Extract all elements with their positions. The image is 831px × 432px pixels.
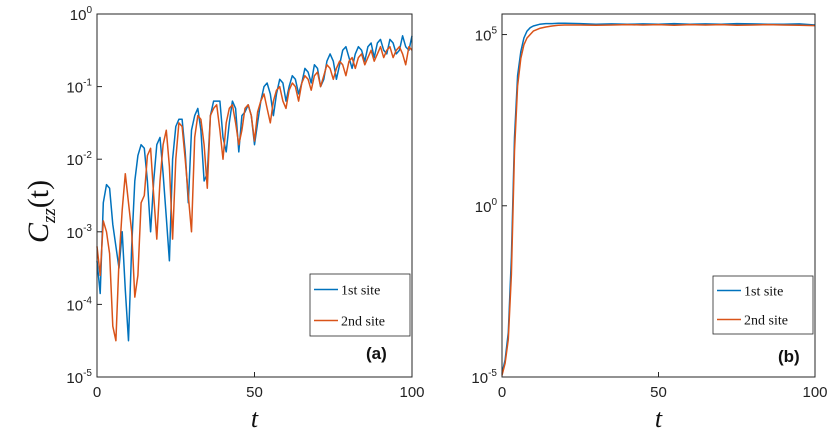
panel-b-legend: 1st site 2nd site — [712, 275, 814, 335]
x-tick-label: 100 — [399, 384, 424, 401]
series-line-2 — [501, 23, 816, 376]
panel-b-legend-label-1: 1st site — [744, 285, 783, 300]
y-tick-label: 10-3 — [66, 223, 92, 242]
series-line-2 — [96, 45, 413, 342]
panel-a-ticks: 0 50 100 10-5 10-4 10-3 10-2 10-1 100 — [66, 5, 424, 401]
x-tick-label: 0 — [93, 384, 101, 401]
panel-a-legend-label-2: 2nd site — [341, 315, 385, 330]
panel-a-lines — [96, 35, 413, 342]
panel-a-legend: 1st site 2nd site — [309, 273, 411, 337]
series-line-1 — [96, 35, 413, 342]
panel-b: 0 50 100 10-5 100 105 t 1st site 2nd site (b) — [471, 13, 828, 432]
y-tick-label: 10-5 — [471, 368, 497, 387]
panel-b-legend-label-2: 2nd site — [744, 314, 788, 329]
x-tick-label: 0 — [498, 384, 506, 401]
panel-a-x-label: t — [251, 404, 259, 432]
panel-b-ticks: 0 50 100 10-5 100 105 — [471, 26, 827, 401]
y-axis-label: Czz(t) — [22, 180, 60, 243]
x-tick-label: 50 — [650, 384, 667, 401]
y-tick-label: 10-2 — [66, 150, 92, 169]
panel-b-legend-box — [712, 275, 814, 335]
x-tick-label: 100 — [802, 384, 827, 401]
panel-b-x-label: t — [655, 404, 663, 432]
y-tick-label: 10-4 — [66, 295, 92, 314]
y-tick-label: 100 — [475, 197, 498, 216]
series-line-1 — [501, 22, 816, 374]
panel-a-legend-label-1: 1st site — [341, 284, 380, 299]
panel-a-label: (a) — [366, 344, 387, 363]
panel-a: 0 50 100 10-5 10-4 10-3 10-2 10-1 100 t 1st site… — [66, 5, 424, 432]
y-tick-label: 105 — [475, 26, 498, 45]
panel-b-lines — [501, 22, 816, 376]
y-tick-label: 10-5 — [66, 368, 92, 387]
y-tick-label: 10-1 — [66, 78, 92, 97]
panel-a-legend-box — [309, 273, 411, 337]
y-tick-label: 100 — [70, 5, 93, 24]
panel-b-label: (b) — [778, 347, 800, 366]
x-tick-label: 50 — [246, 384, 263, 401]
